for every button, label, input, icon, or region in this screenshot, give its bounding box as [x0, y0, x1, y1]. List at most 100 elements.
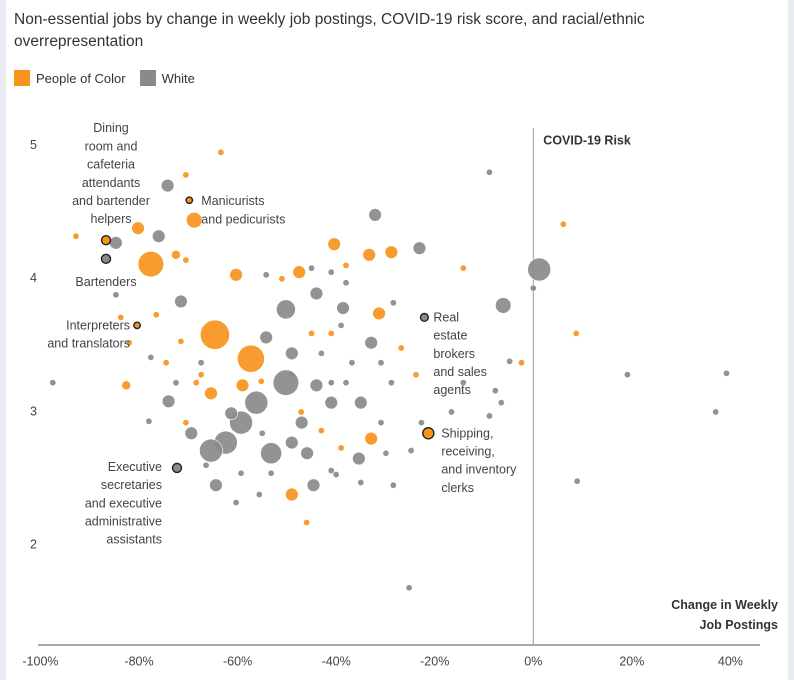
highlight-bubble — [100, 253, 112, 265]
bubble — [224, 406, 238, 420]
bubble — [267, 469, 275, 477]
bubble — [529, 284, 537, 292]
bubble — [192, 379, 200, 387]
annotation-line: clerks — [441, 481, 474, 495]
annotation-line: Executive — [108, 460, 162, 474]
bubble — [352, 451, 366, 466]
bubble — [186, 212, 203, 229]
bubble — [362, 248, 376, 262]
bubble — [377, 419, 385, 427]
bubble — [354, 395, 368, 410]
bubble — [285, 487, 299, 502]
x-axis-label-line: Change in Weekly — [671, 598, 778, 612]
bubble — [152, 311, 160, 319]
bubble — [309, 378, 324, 393]
bubble — [309, 286, 324, 301]
annotation-line: helpers — [91, 212, 132, 226]
bubble — [112, 291, 120, 299]
annotation-line: and pedicurists — [201, 213, 285, 227]
bubble — [722, 369, 730, 377]
annotation: Executive secretaries and executive adminis… — [85, 460, 162, 547]
x-tick-label: -60% — [223, 654, 252, 668]
annotation-line: Shipping, — [441, 427, 493, 441]
bubble — [517, 359, 525, 367]
annotation-line: cafeteria — [87, 158, 135, 172]
bubble — [485, 168, 493, 176]
bubble — [292, 265, 306, 279]
chart: -100% -80% -60% -40% -20% 0% 20% 40% 2 3 4 5 COVID-1… — [22, 121, 778, 668]
bubble — [405, 584, 413, 592]
highlight-bubble — [171, 462, 183, 474]
annotation-line: and translators — [47, 337, 130, 351]
annotation: Real estate brokers and sales agents — [433, 311, 487, 398]
bubble — [389, 299, 397, 307]
annotation-line: and executive — [85, 497, 162, 511]
bubble — [342, 379, 350, 387]
bubble — [300, 446, 314, 460]
bubble — [259, 330, 273, 345]
bubble — [285, 435, 299, 450]
bubble — [327, 379, 335, 387]
bubble — [342, 279, 350, 287]
bubble — [306, 478, 321, 492]
bubble — [237, 469, 245, 477]
bubble — [407, 447, 415, 455]
bubble — [49, 379, 57, 387]
x-tick-label: -40% — [322, 654, 351, 668]
bubble — [255, 491, 263, 499]
bubble — [332, 471, 340, 479]
bubble — [109, 236, 123, 250]
bubble — [623, 371, 631, 379]
bubble — [147, 353, 155, 361]
bubble — [317, 427, 325, 435]
bubble — [145, 417, 153, 425]
bubble — [712, 408, 720, 416]
y-tick-label: 2 — [30, 537, 37, 551]
bubble — [485, 412, 493, 420]
annotation: Bartenders — [75, 275, 136, 289]
bubble — [324, 395, 338, 410]
annotation: Shipping, receiving, and inventory clerks — [441, 427, 517, 496]
highlight-bubble — [185, 196, 194, 205]
bubble — [244, 390, 269, 415]
bubble — [377, 359, 385, 367]
bubble — [368, 208, 382, 222]
x-tick-label: -80% — [124, 654, 153, 668]
bubble — [459, 379, 467, 387]
bubble — [491, 387, 499, 395]
bubble — [497, 399, 505, 407]
annotation-line: Dining — [93, 121, 128, 135]
annotation-line: Bartenders — [75, 275, 136, 289]
legend-label: White — [161, 70, 195, 86]
bubble — [162, 359, 170, 367]
bubble — [327, 268, 335, 276]
bubble — [327, 237, 341, 251]
bubble — [573, 477, 581, 485]
chart-title: Non-essential jobs by change in weekly j… — [14, 11, 645, 50]
bubble — [389, 481, 397, 489]
bubble — [137, 251, 164, 278]
bubble — [199, 319, 230, 350]
bubble — [172, 379, 180, 387]
bubble — [217, 148, 225, 156]
bubble — [174, 294, 188, 309]
bubble — [308, 264, 316, 272]
bubble — [275, 299, 296, 320]
bubble — [182, 419, 190, 427]
bubble — [278, 275, 286, 283]
bubble — [229, 268, 243, 282]
annotation-line: administrative — [85, 515, 162, 529]
annotation-line: secretaries — [101, 478, 162, 492]
bubble — [204, 386, 218, 401]
x-tick-label: 40% — [718, 654, 743, 668]
bubble — [357, 479, 365, 487]
highlight-bubble — [100, 234, 112, 246]
bubble — [117, 313, 125, 321]
bubble — [202, 461, 210, 469]
annotation: Interpreters and translators — [47, 319, 130, 351]
x-tick-label: -100% — [22, 654, 58, 668]
bubble — [199, 438, 223, 463]
bubble — [125, 339, 133, 347]
bubble — [336, 301, 350, 315]
bubble — [572, 329, 580, 337]
